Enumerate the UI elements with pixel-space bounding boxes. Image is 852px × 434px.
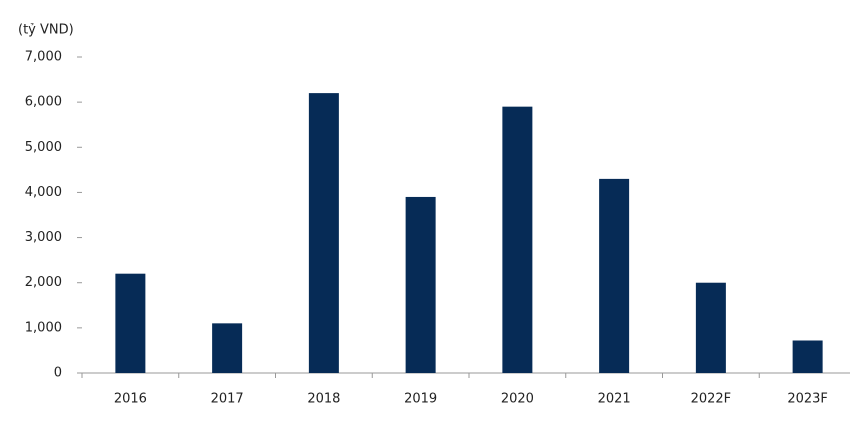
y-tick-label: 6,000 [25, 95, 62, 110]
y-tick-label: 4,000 [25, 185, 62, 200]
bar [502, 106, 533, 374]
y-tick-label: 1,000 [25, 320, 62, 335]
bar [308, 93, 339, 373]
y-tick-label: 2,000 [25, 275, 62, 290]
x-tick-label: 2023F [787, 392, 828, 407]
y-tick-label: 3,000 [25, 230, 62, 245]
x-tick-label: 2016 [114, 392, 147, 407]
y-tick-label: 5,000 [25, 140, 62, 155]
bar [792, 340, 823, 373]
y-tick-label: 0 [54, 366, 62, 381]
x-tick-label: 2022F [691, 392, 732, 407]
bar [405, 196, 436, 373]
x-tick-label: 2017 [211, 392, 244, 407]
x-tick-label: 2021 [598, 392, 631, 407]
x-tick-label: 2018 [307, 392, 340, 407]
x-tick-label: 2020 [501, 392, 534, 407]
bar [695, 282, 726, 373]
bar [115, 273, 146, 373]
bar [212, 323, 243, 373]
y-axis-label: (tỷ VND) [18, 23, 74, 38]
bar [599, 178, 630, 373]
x-tick-label: 2019 [404, 392, 437, 407]
y-tick-label: 7,000 [25, 50, 62, 65]
